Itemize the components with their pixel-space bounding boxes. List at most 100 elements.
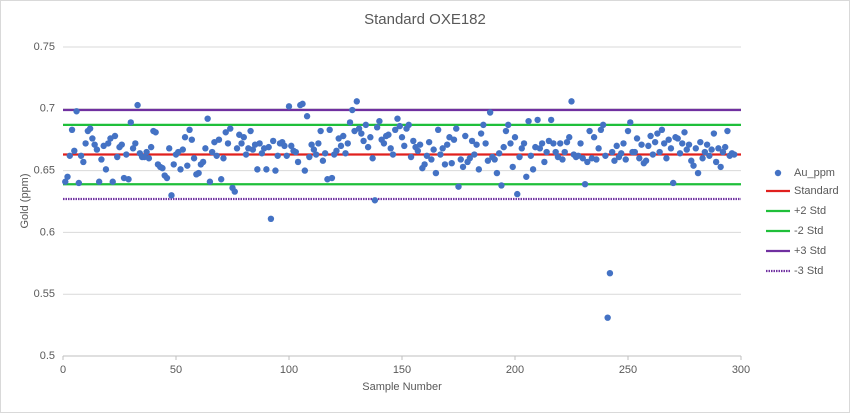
data-point (455, 183, 462, 190)
data-point (480, 121, 487, 129)
data-point (599, 121, 607, 129)
data-point (633, 135, 641, 142)
data-point (283, 152, 290, 159)
data-point (444, 141, 451, 148)
data-point (543, 148, 550, 156)
data-point (432, 169, 440, 177)
data-point (256, 140, 263, 147)
data-point (514, 190, 521, 198)
data-point (202, 145, 209, 152)
data-point (410, 137, 417, 145)
data-point (401, 142, 408, 150)
y-axis-title: Gold (ppm) (19, 173, 31, 228)
data-point (306, 153, 313, 161)
data-point (502, 127, 510, 135)
data-point (105, 140, 112, 147)
data-point (89, 135, 96, 142)
data-point (706, 152, 713, 159)
data-point (102, 166, 110, 173)
data-point (620, 140, 627, 147)
x-tick-label: 300 (732, 364, 750, 376)
data-point (326, 126, 333, 134)
data-point (308, 141, 315, 148)
x-axis-title: Sample Number (362, 381, 442, 393)
legend-label: +3 Std (794, 245, 826, 257)
data-point (186, 126, 193, 134)
y-tick-label: 0.6 (40, 226, 55, 238)
data-point (346, 119, 354, 126)
data-point (71, 147, 78, 155)
data-point (396, 122, 403, 130)
data-point (719, 148, 727, 156)
data-point (288, 142, 295, 150)
chart-title: Standard OXE182 (364, 11, 486, 28)
data-point (414, 147, 422, 155)
data-point (618, 150, 625, 157)
data-point (651, 138, 659, 146)
data-point (665, 136, 672, 143)
data-point (369, 155, 376, 162)
data-point (77, 152, 85, 159)
data-point (80, 158, 87, 166)
data-point (181, 134, 189, 141)
data-point (373, 124, 381, 131)
data-point (184, 162, 191, 169)
data-point (179, 146, 186, 153)
data-point (468, 137, 476, 145)
data-point (166, 145, 173, 152)
data-point (595, 145, 602, 152)
data-point (710, 130, 718, 137)
data-point (631, 148, 638, 156)
data-point (263, 166, 270, 173)
data-point (477, 130, 485, 137)
y-tick-label: 0.55 (34, 288, 55, 300)
data-point (712, 158, 720, 166)
data-point (475, 166, 483, 173)
legend-label: +2 Std (794, 205, 826, 217)
data-point (457, 156, 464, 163)
data-point (238, 140, 245, 147)
data-point (398, 134, 406, 141)
y-tick-label: 0.75 (34, 41, 55, 53)
data-point (520, 140, 528, 147)
legend-label: -3 Std (794, 265, 823, 277)
data-point (265, 143, 272, 151)
data-point (114, 153, 121, 161)
legend-marker (774, 169, 782, 177)
data-point (367, 134, 374, 141)
data-point (597, 126, 605, 134)
data-point (491, 156, 498, 163)
data-point (143, 148, 150, 156)
data-point (611, 157, 618, 164)
data-point (552, 148, 559, 156)
data-point (220, 155, 227, 162)
data-point (190, 155, 198, 162)
data-point (568, 98, 575, 105)
data-point (507, 140, 514, 147)
data-point (145, 155, 153, 162)
data-point (557, 140, 564, 147)
data-point (563, 138, 571, 146)
data-point (586, 127, 593, 135)
data-point (362, 121, 370, 129)
data-point (73, 108, 80, 115)
data-point (536, 145, 544, 152)
data-point (547, 116, 555, 124)
data-point (127, 119, 134, 126)
data-point (272, 167, 279, 174)
data-point (694, 169, 702, 177)
data-point (86, 125, 94, 132)
data-point (636, 155, 643, 162)
data-point (337, 142, 345, 150)
y-tick-label: 0.5 (40, 350, 55, 362)
data-point (64, 173, 71, 180)
data-point (525, 117, 532, 125)
data-point (213, 152, 220, 159)
data-point (123, 151, 130, 158)
data-point (75, 179, 83, 187)
data-point (376, 117, 383, 125)
data-point (294, 158, 302, 166)
data-point (685, 141, 693, 148)
